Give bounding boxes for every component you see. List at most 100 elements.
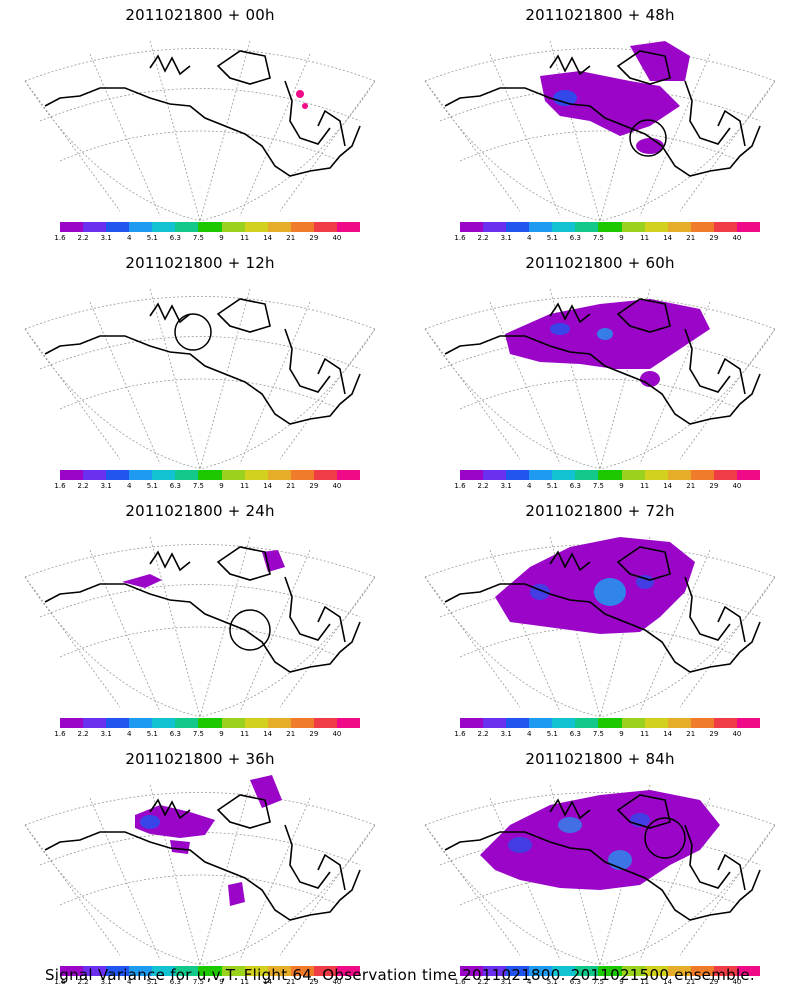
colorbar-swatch (529, 470, 553, 480)
map-24h (24, 536, 376, 717)
variance-shading (296, 90, 308, 109)
colorbar-tick-label: 9 (219, 978, 224, 986)
coastlines (44, 50, 361, 177)
colorbar-swatch (575, 718, 599, 728)
colorbar-swatch (83, 222, 107, 232)
lat-lon-grid (24, 536, 376, 717)
colorbar-swatch (713, 718, 737, 728)
colorbar-swatch (290, 718, 314, 728)
colorbar-tick-label: 29 (309, 978, 319, 986)
colorbar-swatch (336, 718, 361, 728)
map-00h (24, 40, 376, 221)
coastlines (44, 546, 361, 673)
colorbar-tick-label: 11 (240, 482, 250, 490)
colorbar-tick-label: 4 (526, 978, 532, 986)
colorbar-swatch (152, 966, 176, 976)
figure-caption: Signal Variance for u,v,T. Flight 64. Ob… (44, 966, 756, 984)
colorbar-tick-label: 29 (309, 730, 319, 738)
colorbar-tick-label: 2.2 (77, 978, 89, 986)
colorbar-tick-label: 1.6 (54, 978, 66, 986)
colorbar-swatch (313, 470, 337, 480)
colorbar-swatch (313, 966, 337, 976)
colorbar-tick-label: 6.3 (569, 482, 581, 490)
colorbar-tick-label: 4 (526, 730, 532, 738)
colorbar (460, 470, 761, 480)
colorbar-swatch (175, 718, 199, 728)
colorbar-tick-label: 2.2 (477, 482, 489, 490)
colorbar-tick-label: 3.1 (500, 482, 512, 490)
colorbar-tick-label: 11 (240, 978, 250, 986)
colorbar (460, 718, 761, 728)
colorbar-swatch (736, 222, 761, 232)
colorbar-tick-label: 21 (686, 234, 696, 242)
observation-circle (229, 609, 271, 651)
colorbar-tick-label: 7.5 (192, 730, 205, 738)
colorbar-swatch (575, 470, 599, 480)
colorbar-swatch (644, 718, 668, 728)
colorbar-swatch (129, 470, 153, 480)
map-panel-48h: 2011021800 + 48h 1.6 2.2 3.1 4 5.1 6.3 7.5 9 11 1… (400, 0, 800, 248)
colorbar-tick-label: 29 (709, 730, 719, 738)
colorbar-swatch (644, 470, 668, 480)
variance-shading (540, 41, 690, 154)
colorbar-swatch (267, 470, 291, 480)
colorbar-swatch (506, 470, 530, 480)
coastlines (44, 298, 361, 425)
lat-lon-grid (424, 288, 776, 469)
colorbar-swatch (506, 966, 530, 976)
colorbar-tick-label: 9 (619, 730, 624, 738)
colorbar-swatch (644, 222, 668, 232)
colorbar-tick-label: 9 (219, 482, 224, 490)
lat-lon-grid (24, 784, 376, 965)
colorbar-tick-label: 1.6 (454, 482, 466, 490)
colorbar-swatch (313, 718, 337, 728)
colorbar-tick-label: 40 (332, 234, 342, 242)
colorbar-swatch (106, 966, 130, 976)
colorbar-swatch (621, 718, 645, 728)
colorbar-tick-label: 14 (263, 978, 273, 986)
colorbar-tick-label: 29 (309, 234, 319, 242)
colorbar-swatch (129, 718, 153, 728)
colorbar-swatch (552, 470, 576, 480)
colorbar-tick-label: 6.3 (569, 978, 581, 986)
colorbar-tick-label: 6.3 (169, 978, 181, 986)
colorbar-tick-label: 9 (619, 978, 624, 986)
colorbar-swatch (244, 222, 268, 232)
colorbar-swatch (336, 470, 361, 480)
observation-circle (174, 313, 212, 351)
colorbar-swatch (552, 966, 576, 976)
colorbar-tick-label: 21 (286, 730, 296, 738)
colorbar-ticks: 1.6 2.2 3.1 4 5.1 6.3 7.5 9 11 14 21 29 40 (454, 482, 760, 492)
colorbar-swatch (152, 470, 176, 480)
coastlines (444, 794, 761, 921)
map-panel-24h: 2011021800 + 24h 1.6 2.2 3.1 4 5.1 6.3 7.5 9 11 1… (0, 496, 400, 744)
panel-title: 2011021800 + 84h (525, 750, 675, 768)
colorbar-tick-label: 14 (663, 730, 673, 738)
colorbar-swatch (483, 966, 507, 976)
variance-shading (495, 537, 695, 634)
variance-shading (505, 299, 710, 387)
colorbar-tick-label: 9 (619, 482, 624, 490)
colorbar-tick-label: 14 (263, 730, 273, 738)
lat-lon-grid (424, 40, 776, 221)
colorbar-swatch (460, 470, 484, 480)
colorbar-swatch (83, 966, 107, 976)
colorbar-tick-label: 29 (709, 482, 719, 490)
colorbar-tick-label: 21 (686, 978, 696, 986)
colorbar-swatch (198, 966, 222, 976)
lat-lon-grid (24, 40, 376, 221)
colorbar-swatch (60, 966, 84, 976)
colorbar-ticks: 1.6 2.2 3.1 4 5.1 6.3 7.5 9 11 14 21 29 40 (54, 978, 360, 988)
colorbar-ticks: 1.6 2.2 3.1 4 5.1 6.3 7.5 9 11 14 21 29 40 (454, 234, 760, 244)
colorbar-tick-label: 7.5 (192, 234, 205, 242)
colorbar-swatch (460, 222, 484, 232)
colorbar-tick-label: 4 (526, 234, 532, 242)
colorbar-swatch (598, 718, 622, 728)
colorbar-tick-label: 21 (286, 234, 296, 242)
colorbar-tick-label: 14 (263, 482, 273, 490)
colorbar-swatch (336, 222, 361, 232)
colorbar-swatch (83, 718, 107, 728)
colorbar-swatch (621, 966, 645, 976)
colorbar-tick-label: 6.3 (169, 730, 181, 738)
colorbar-swatch (152, 718, 176, 728)
